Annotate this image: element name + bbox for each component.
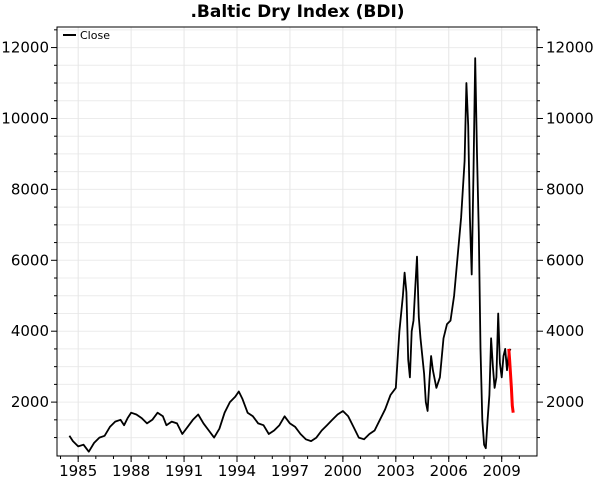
- x-tick-label: 2003: [377, 462, 415, 480]
- plot-area-frame: [56, 26, 538, 457]
- y-tick-label-left: 10000: [1, 109, 49, 127]
- y-tick-label-left: 6000: [11, 251, 49, 269]
- y-tick-label-right: 4000: [546, 322, 584, 340]
- chart-title: .Baltic Dry Index (BDI): [190, 2, 405, 22]
- x-tick-label: 1985: [59, 462, 97, 480]
- x-tick-label: 1994: [218, 462, 256, 480]
- y-tick-label-right: 10000: [546, 109, 594, 127]
- y-tick-label-left: 2000: [11, 393, 49, 411]
- y-tick-label-right: 6000: [546, 251, 584, 269]
- grid: [57, 27, 537, 456]
- y-tick-label-right: 8000: [546, 180, 584, 198]
- x-tick-label: 1997: [271, 462, 309, 480]
- x-tick-label: 1988: [112, 462, 150, 480]
- series-line-close: [68, 57, 512, 453]
- y-tick-label-right: 2000: [546, 393, 584, 411]
- x-tick-label: 2000: [324, 462, 362, 480]
- legend-label-close: Close: [80, 29, 110, 42]
- y-tick-label-left: 12000: [1, 39, 49, 57]
- y-tick-label-left: 4000: [11, 322, 49, 340]
- y-tick-label-right: 12000: [546, 39, 594, 57]
- x-tick-label: 1991: [165, 462, 203, 480]
- series-line-recent: [507, 348, 515, 413]
- legend: Close: [63, 29, 110, 42]
- x-tick-label: 2006: [430, 462, 468, 480]
- x-tick-label: 2009: [483, 462, 521, 480]
- y-tick-label-left: 8000: [11, 180, 49, 198]
- axes: 2000 2000 4000 4000 6000 6000 8000 8000 10000 100…: [1, 29, 594, 480]
- series: [68, 57, 515, 453]
